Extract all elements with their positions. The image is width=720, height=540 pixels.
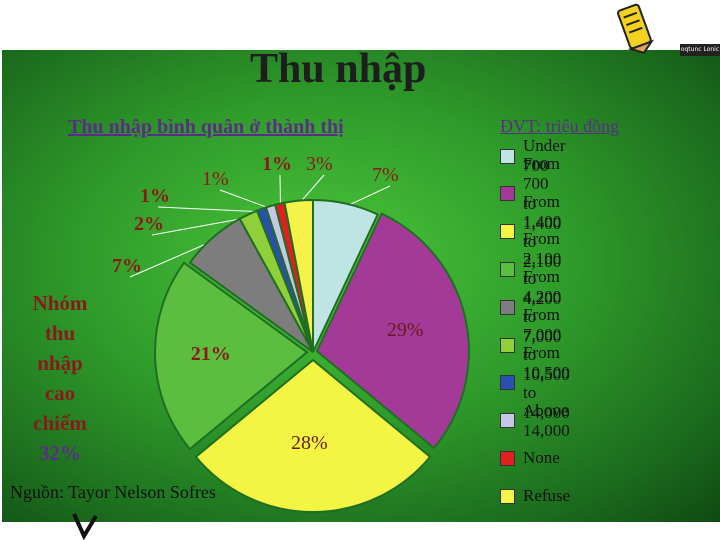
slice-label: 2% — [134, 213, 164, 235]
slice-label: 1% — [262, 153, 292, 175]
legend-label: From 4,200 to 7,000 — [523, 267, 562, 347]
legend-swatch — [500, 337, 515, 353]
leader-lines — [129, 174, 391, 278]
legend-item: Refuse — [500, 486, 570, 506]
legend-swatch — [500, 224, 515, 240]
legend-item: None — [500, 448, 560, 468]
slide-title: Thu nhập — [250, 46, 427, 92]
legend-item: From 4,200 to 7,000 — [500, 267, 561, 346]
unit-label: ĐVT: triệu đồng — [500, 116, 620, 136]
slice-label: 1% — [140, 185, 170, 207]
pie-slice — [194, 358, 432, 513]
legend-label: None — [523, 448, 560, 468]
legend-item: From 1,400 to 2,100 — [500, 192, 561, 271]
legend-item: Above 14,000 — [500, 401, 570, 440]
legend-label: Refuse — [523, 486, 571, 506]
legend-swatch — [500, 375, 515, 391]
leader-line — [345, 185, 391, 208]
legend-item: From 700 to 1,400 — [500, 154, 561, 233]
legend-swatch — [500, 261, 515, 277]
pie-slice — [283, 198, 314, 353]
slice-label: 21% — [190, 343, 231, 366]
legend-swatch — [500, 450, 515, 466]
chart-subtitle: Thu nhập bình quân ở thành thị — [68, 116, 344, 138]
legend-swatch — [500, 413, 515, 429]
pie-slice — [154, 261, 309, 451]
legend-item: From 2,100 to 4,200 — [500, 229, 561, 308]
leader-line — [151, 216, 250, 236]
legend-label: Above 14,000 — [523, 400, 570, 440]
slice-label: 29% — [386, 318, 424, 341]
slice-label: 7% — [372, 164, 399, 186]
group-note: Nhóm thu nhập cao chiếm 32% — [20, 288, 100, 468]
decorative-mark — [72, 513, 98, 540]
corner-badge: oqtunc Lonic — [680, 44, 720, 56]
leader-line — [219, 189, 272, 210]
legend-label: From 2,100 to 4,200 — [523, 229, 562, 309]
legend-item: Under 700 — [500, 136, 565, 175]
slice-label: 3% — [306, 153, 333, 175]
legend-item: From 10,500 to 14,000 — [500, 343, 570, 422]
group-note-percent: 32% — [39, 441, 81, 465]
legend-label: Under 700 — [523, 136, 566, 175]
legend-swatch — [500, 186, 515, 202]
slice-label: 1% — [202, 168, 229, 190]
legend-label: From 700 to 1,400 — [523, 153, 562, 233]
leader-line — [279, 174, 282, 207]
slice-label: 7% — [112, 255, 142, 277]
group-note-text: Nhóm thu nhập cao chiếm — [32, 291, 88, 435]
legend-swatch — [500, 148, 515, 164]
legend-swatch — [500, 299, 515, 315]
leader-line — [298, 174, 325, 205]
legend-label: From 1,400 to 2,100 — [523, 191, 562, 271]
legend-label: From 7,000 to 10,500 — [523, 305, 570, 384]
source-note: Nguồn: Tayor Nelson Sofres — [10, 482, 216, 502]
legend-label: From 10,500 to 14,000 — [523, 342, 570, 422]
leader-line — [157, 206, 263, 213]
pencil-icon — [617, 3, 655, 54]
pie-slice — [315, 212, 470, 450]
pie-slices — [154, 198, 470, 513]
legend-item: From 7,000 to 10,500 — [500, 305, 570, 384]
slice-label: 28% — [291, 431, 328, 454]
legend-swatch — [500, 488, 515, 504]
leader-line — [129, 239, 215, 278]
